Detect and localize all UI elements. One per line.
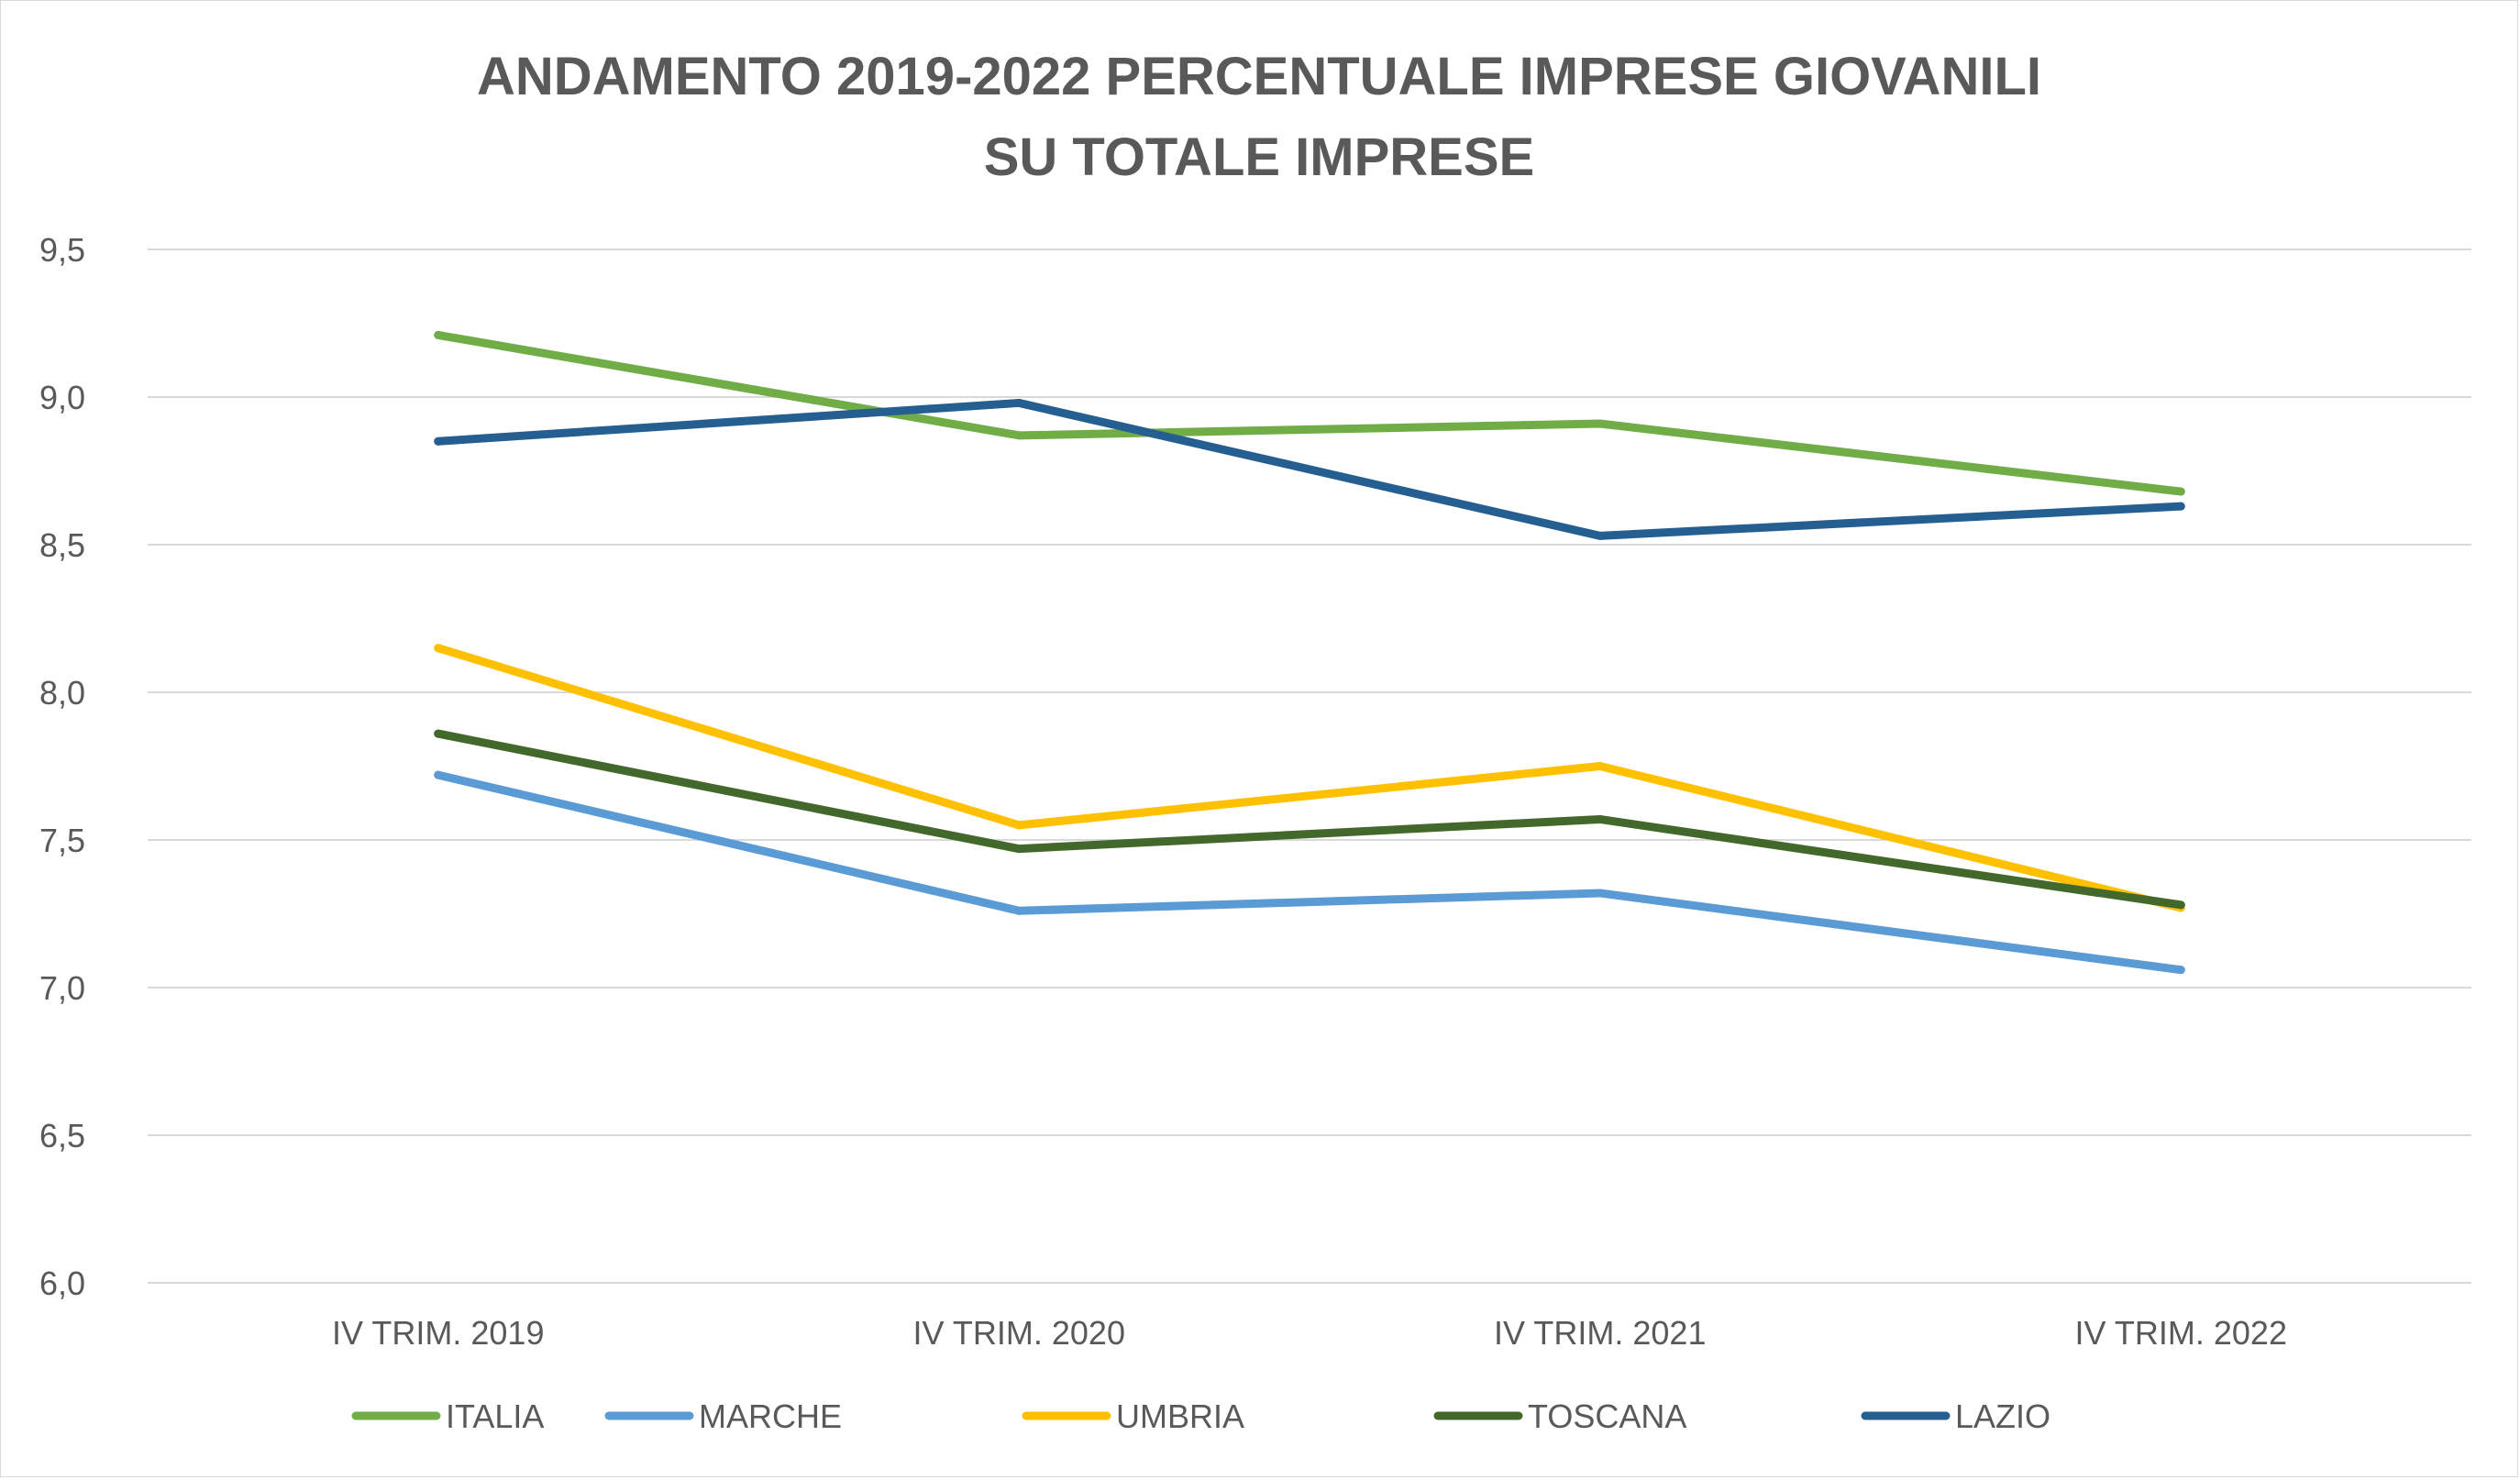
x-tick-label: IV TRIM. 2019 <box>332 1314 544 1352</box>
y-tick-label: 9,0 <box>39 379 85 416</box>
data-point-toscana <box>2176 900 2185 910</box>
x-axis-ticks: IV TRIM. 2019 IV TRIM. 2020 IV TRIM. 2021 I… <box>332 1314 2287 1352</box>
data-point-toscana <box>1014 845 1023 854</box>
series-line-lazio <box>434 398 2185 540</box>
data-point-italia <box>2176 487 2185 496</box>
series-lines <box>434 330 2185 975</box>
data-point-umbria <box>1014 821 1023 830</box>
data-point-marche <box>2176 966 2185 975</box>
x-tick-label: IV TRIM. 2021 <box>1494 1314 1706 1352</box>
legend-item-umbria: UMBRIA <box>1022 1397 1244 1435</box>
legend-label: TOSCANA <box>1528 1397 1686 1435</box>
data-point-umbria <box>434 644 443 653</box>
legend-label: MARCHE <box>699 1397 842 1435</box>
data-point-lazio <box>434 436 443 446</box>
data-point-marche <box>434 770 443 779</box>
data-point-italia <box>434 330 443 339</box>
legend-label: ITALIA <box>446 1397 544 1435</box>
legend: ITALIA MARCHE UMBRIA TOSCANA LAZIO <box>351 1397 2050 1435</box>
y-tick-label: 8,0 <box>39 674 85 712</box>
series-line-marche <box>434 770 2185 975</box>
y-tick-label: 7,5 <box>39 822 85 859</box>
chart-title-line-2: SU TOTALE IMPRESE <box>984 127 1534 187</box>
series-line-umbria <box>434 644 2185 912</box>
data-point-umbria <box>1596 762 1605 770</box>
data-point-marche <box>1014 906 1023 915</box>
data-point-marche <box>1596 889 1605 898</box>
y-tick-label: 6,0 <box>39 1265 85 1302</box>
y-tick-label: 7,0 <box>39 969 85 1007</box>
x-tick-label: IV TRIM. 2022 <box>2075 1314 2287 1352</box>
legend-label: LAZIO <box>1955 1397 2050 1435</box>
y-tick-label: 6,5 <box>39 1117 85 1154</box>
chart-title-line-1: ANDAMENTO 2019-2022 PERCENTUALE IMPRESE … <box>477 47 2041 106</box>
legend-item-lazio: LAZIO <box>1861 1397 2050 1435</box>
data-point-lazio <box>1014 398 1023 407</box>
legend-item-marche: MARCHE <box>604 1397 842 1435</box>
y-axis-ticks: 6,0 6,5 7,0 7,5 8,0 8,5 9,0 9,5 <box>39 231 85 1302</box>
series-line-toscana <box>434 729 2185 910</box>
gridlines <box>148 249 2471 1284</box>
series-line-italia <box>434 330 2185 496</box>
y-tick-label: 9,5 <box>39 231 85 269</box>
y-tick-label: 8,5 <box>39 526 85 564</box>
data-point-toscana <box>1596 814 1605 823</box>
data-point-toscana <box>434 729 443 738</box>
legend-item-toscana: TOSCANA <box>1433 1397 1686 1435</box>
legend-item-italia: ITALIA <box>351 1397 544 1435</box>
data-point-italia <box>1596 419 1605 428</box>
data-point-lazio <box>1596 531 1605 540</box>
legend-label: UMBRIA <box>1116 1397 1244 1435</box>
data-point-italia <box>1014 431 1023 440</box>
x-tick-label: IV TRIM. 2020 <box>913 1314 1125 1352</box>
data-point-lazio <box>2176 502 2185 511</box>
